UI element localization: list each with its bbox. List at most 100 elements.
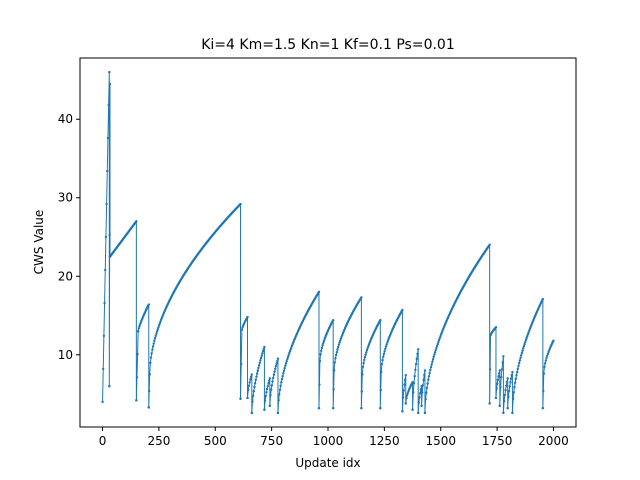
data-point	[367, 345, 370, 348]
data-point	[527, 331, 530, 334]
data-point	[155, 330, 159, 333]
data-point	[365, 351, 368, 354]
data-point	[284, 364, 287, 367]
data-point	[382, 352, 386, 356]
data-point	[262, 347, 265, 351]
data-point	[271, 380, 274, 383]
data-point	[509, 381, 512, 384]
data-point	[513, 386, 516, 389]
data-point	[149, 361, 152, 365]
data-point	[436, 342, 439, 346]
data-point	[320, 346, 324, 350]
data-point	[427, 378, 430, 381]
data-point	[255, 372, 259, 375]
data-point	[339, 339, 342, 342]
data-point	[155, 332, 158, 335]
data-point	[323, 338, 326, 341]
data-point	[404, 402, 407, 405]
data-point	[157, 325, 160, 329]
data-point	[251, 400, 254, 403]
data-point	[379, 406, 382, 410]
data-point	[280, 381, 283, 384]
data-point	[386, 341, 389, 344]
data-point	[510, 374, 513, 377]
data-point	[500, 376, 503, 379]
data-point	[256, 369, 259, 372]
data-point	[269, 388, 273, 391]
data-point	[426, 382, 429, 385]
data-point	[250, 373, 253, 376]
data-point	[546, 352, 550, 355]
data-point	[543, 362, 547, 365]
data-point	[497, 372, 501, 375]
data-point	[543, 365, 546, 369]
data-point	[386, 339, 390, 342]
data-point	[435, 344, 439, 348]
data-point	[105, 202, 108, 206]
data-point	[429, 365, 433, 369]
y-axis-ticks: 10 20 30 40	[58, 112, 80, 362]
data-point	[507, 389, 511, 393]
y-axis-label: CWS Value	[32, 210, 46, 275]
data-point	[268, 377, 272, 380]
data-point	[274, 364, 278, 368]
data-point	[278, 393, 281, 396]
data-point	[339, 337, 343, 340]
data-point	[362, 361, 365, 365]
data-point	[272, 373, 276, 376]
data-point	[265, 391, 268, 394]
data-point	[506, 406, 509, 410]
data-point	[257, 366, 260, 370]
data-point	[246, 396, 249, 400]
data-point	[363, 358, 366, 362]
data-point	[509, 377, 513, 380]
data-point	[269, 394, 272, 397]
data-point	[419, 388, 423, 391]
data-point	[332, 388, 335, 391]
data-point	[382, 355, 385, 358]
data-point	[282, 369, 286, 372]
data-point	[413, 374, 416, 378]
data-point	[260, 354, 263, 357]
data-point	[319, 353, 322, 356]
data-point	[402, 389, 405, 392]
data-point	[435, 346, 438, 350]
data-point	[253, 385, 256, 389]
data-point	[526, 334, 529, 338]
data-point	[403, 378, 407, 381]
data-point	[403, 383, 406, 386]
data-point	[401, 308, 404, 312]
data-point	[379, 388, 382, 392]
data-point	[104, 235, 108, 239]
data-point	[507, 395, 510, 399]
data-point	[257, 364, 261, 367]
data-point	[263, 408, 266, 411]
data-point	[365, 349, 369, 352]
data-point	[150, 352, 153, 355]
data-point	[412, 382, 416, 385]
data-point	[250, 411, 253, 415]
data-point	[421, 391, 424, 394]
data-point	[334, 357, 337, 360]
data-point	[417, 401, 421, 404]
data-point	[240, 328, 244, 331]
data-point	[274, 367, 277, 371]
data-point	[360, 390, 364, 393]
data-point	[418, 396, 421, 399]
data-point	[401, 396, 405, 399]
data-point	[265, 387, 269, 391]
data-point	[317, 406, 321, 410]
data-point	[322, 340, 326, 343]
data-point	[321, 344, 324, 347]
data-point	[286, 357, 289, 361]
data-point	[138, 324, 141, 328]
data-point	[273, 370, 276, 373]
data-point	[268, 404, 272, 407]
data-point	[425, 391, 428, 395]
data-point	[247, 384, 251, 387]
data-point	[137, 327, 141, 330]
data-point	[439, 335, 442, 338]
x-tick-label: 1000	[313, 434, 344, 448]
x-tick-label: 1500	[425, 434, 456, 448]
